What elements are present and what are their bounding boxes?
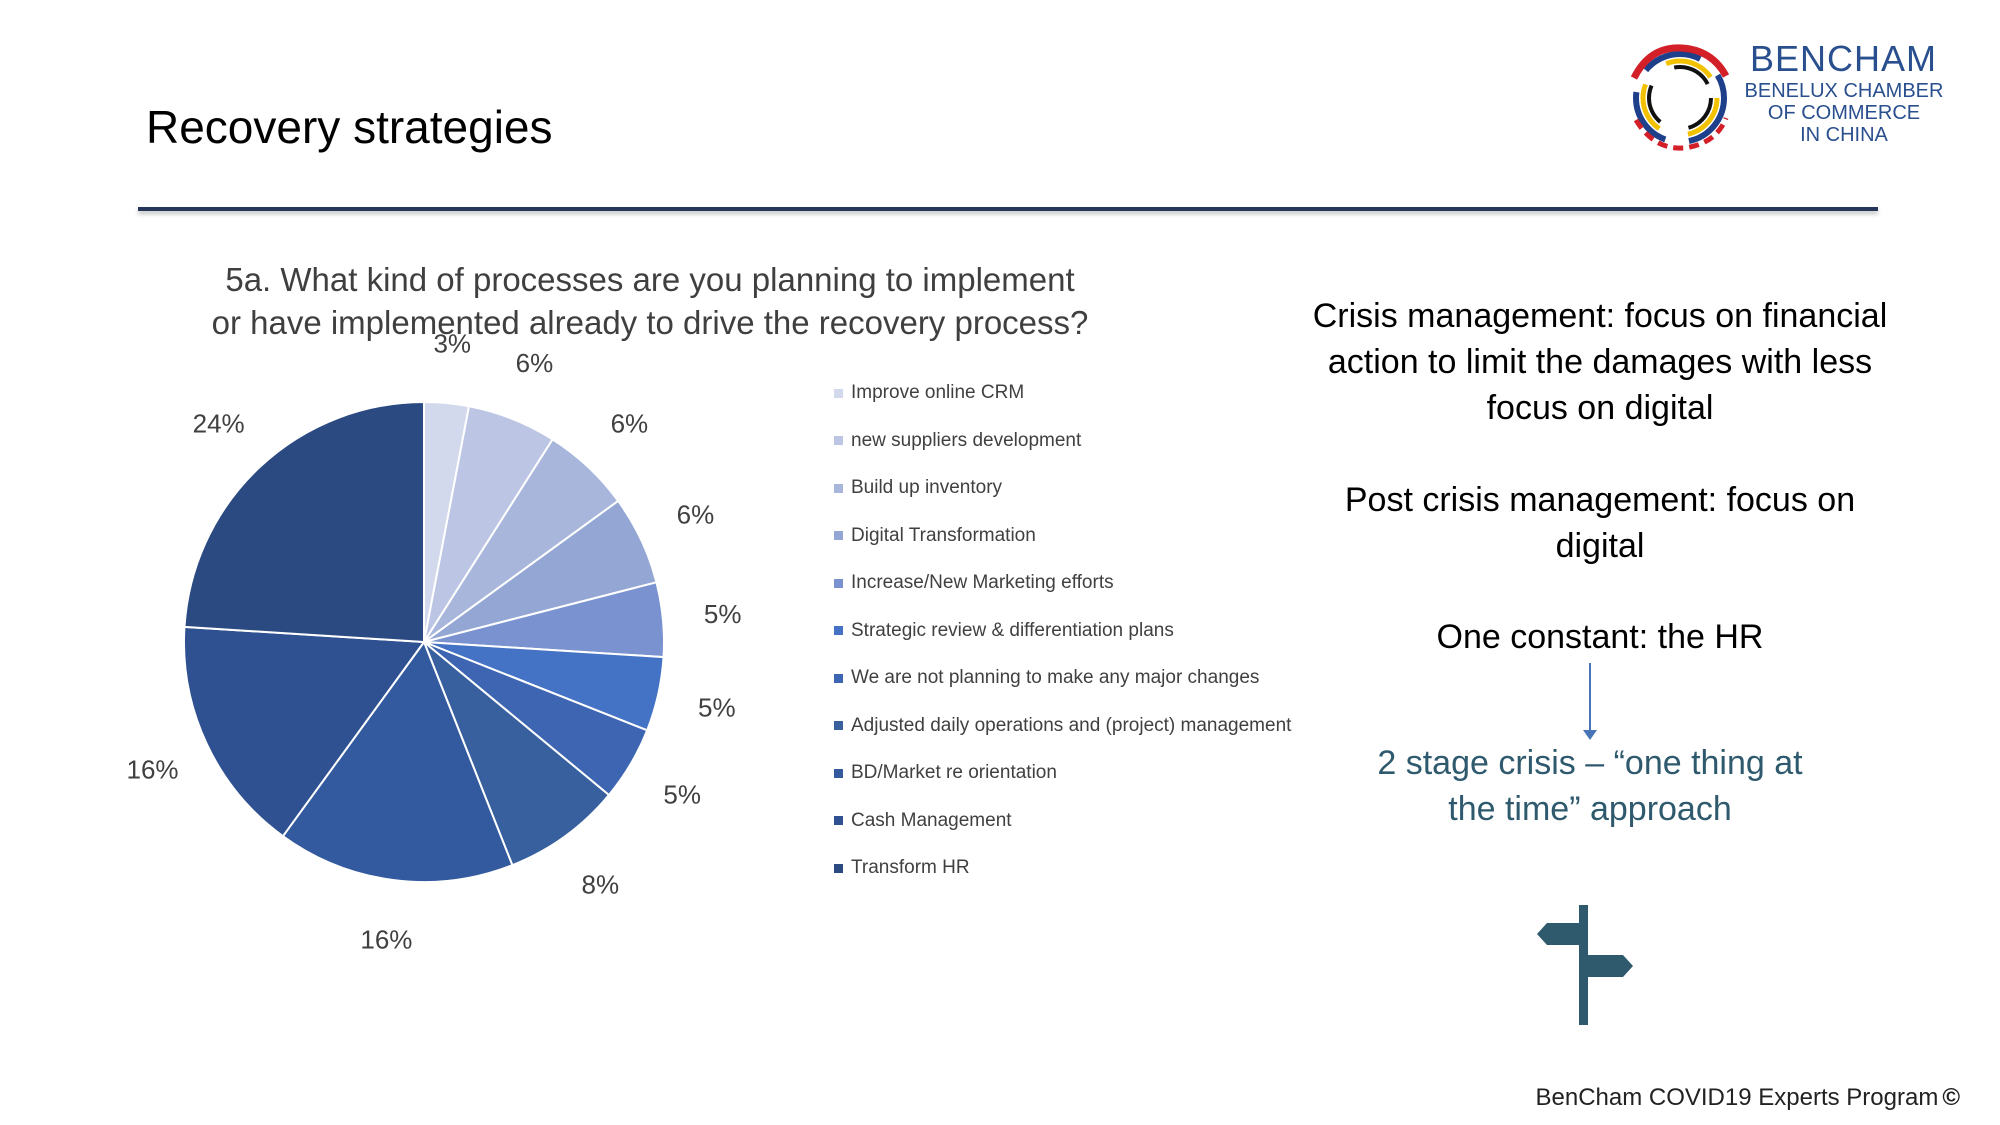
- arrow-line: [1589, 663, 1591, 733]
- pie-chart: 3% 6% 6% 6% 5% 5% 5% 8% 16% 16% 24%: [127, 328, 742, 955]
- legend-label: Increase/New Marketing efforts: [851, 572, 1114, 593]
- logo-line-2: OF COMMERCE: [1767, 102, 1921, 124]
- legend-swatch: [834, 673, 843, 683]
- legend-item: Transform HR: [834, 857, 970, 879]
- slice-data-label: 6%: [611, 408, 649, 438]
- legend-label: Adjusted daily operations and (project) …: [851, 714, 1292, 736]
- conclusion-note: 2 stage crisis – “one thing at the time”…: [1377, 744, 1803, 828]
- legend-item: Cash Management: [834, 810, 1012, 832]
- legend-item: We are not planning to make any major ch…: [834, 667, 1259, 689]
- slide-title: Recovery strategies: [146, 101, 553, 153]
- chart-title-line-1: 5a. What kind of processes are you plann…: [225, 261, 1075, 298]
- legend-label: Digital Transformation: [851, 524, 1036, 546]
- legend-label: We are not planning to make any major ch…: [851, 667, 1260, 688]
- logo-line-1: BENELUX CHAMBER: [1744, 80, 1944, 102]
- bencham-logo: BENCHAM BENELUX CHAMBER OF COMMERCE IN C…: [1620, 38, 1950, 158]
- footer-text: BenCham COVID19 Experts Program: [1535, 1084, 1939, 1111]
- legend-swatch: [834, 436, 843, 445]
- chart-title-line-2: or have implemented already to drive the…: [211, 304, 1089, 341]
- legend-item: Digital Transformation: [834, 525, 1036, 547]
- slice-data-label: 16%: [127, 755, 179, 785]
- legend-swatch: [834, 531, 843, 540]
- legend-item: Strategic review & differentiation plans: [834, 620, 1174, 642]
- legend-label: Build up inventory: [851, 477, 1003, 498]
- footer: BenCham COVID19 Experts Program ©: [1535, 1084, 1960, 1112]
- legend-swatch: [834, 721, 843, 730]
- legend-label: BD/Market re orientation: [851, 762, 1057, 783]
- legend-item: Build up inventory: [834, 477, 1002, 499]
- legend-label: Strategic review & differentiation plans: [851, 619, 1174, 641]
- slice-data-label: 6%: [677, 499, 715, 529]
- legend-swatch: [834, 768, 843, 778]
- legend-item: Adjusted daily operations and (project) …: [834, 715, 1291, 737]
- post-crisis-note: Post crisis management: focus on digital: [1344, 481, 1856, 565]
- legend-item: new suppliers development: [834, 430, 1081, 452]
- pie-slice: [183, 625, 426, 838]
- legend-label: Improve online CRM: [851, 382, 1025, 403]
- constant-note: One constant: the HR: [1436, 618, 1764, 656]
- slice-data-label: 6%: [516, 348, 554, 378]
- chart-title: 5a. What kind of processes are you plann…: [190, 258, 1110, 344]
- slice-data-label: 5%: [704, 599, 742, 629]
- legend-swatch: [834, 816, 843, 825]
- signpost-icon: [1537, 905, 1633, 1025]
- legend-label: Transform HR: [851, 857, 970, 878]
- legend-item: Improve online CRM: [834, 382, 1024, 404]
- dragon-ring-logo-icon: [1630, 44, 1730, 151]
- pie-slice: [423, 641, 611, 867]
- logo-line-3: IN CHINA: [1800, 124, 1888, 146]
- slice-data-label: 5%: [663, 780, 701, 810]
- slice-data-label: 8%: [582, 870, 620, 900]
- legend-item: Increase/New Marketing efforts: [834, 572, 1114, 594]
- copyright-mark: ©: [1942, 1084, 1960, 1111]
- legend-label: new suppliers development: [851, 429, 1082, 451]
- slice-data-label: 3%: [433, 328, 471, 358]
- legend-label: Cash Management: [851, 809, 1012, 831]
- legend-swatch: [834, 626, 843, 635]
- legend-swatch: [834, 578, 843, 588]
- pie-slice: [183, 400, 425, 644]
- slice-data-label: 16%: [360, 925, 412, 955]
- title-rule: [138, 207, 1878, 211]
- pie-slice: [281, 639, 514, 883]
- legend-swatch: [834, 483, 843, 493]
- legend-item: BD/Market re orientation: [834, 762, 1057, 784]
- slice-data-label: 5%: [698, 692, 736, 722]
- slice-data-label: 24%: [193, 408, 245, 438]
- arrow-down-icon: [1583, 730, 1597, 740]
- legend-swatch: [834, 863, 843, 873]
- logo-name: BENCHAM: [1750, 38, 1938, 79]
- legend-swatch: [834, 388, 843, 398]
- crisis-note: Crisis management: focus on financial ac…: [1312, 297, 1888, 427]
